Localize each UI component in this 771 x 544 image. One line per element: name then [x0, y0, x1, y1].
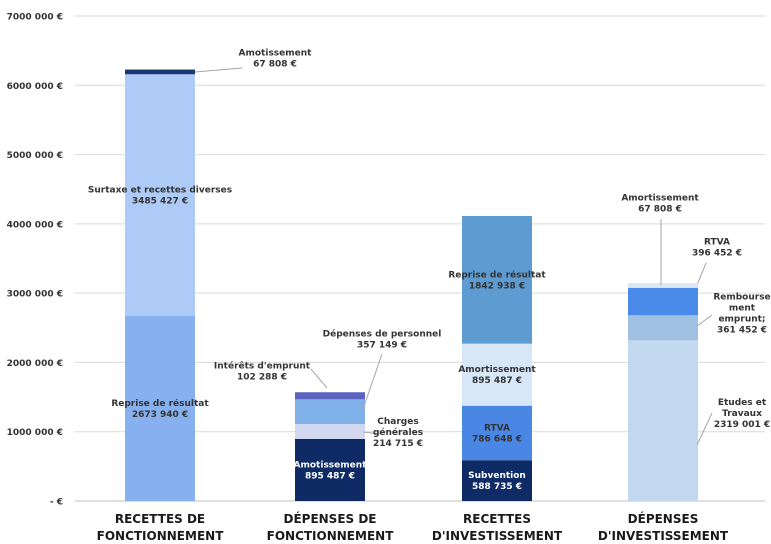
leader-line — [361, 353, 383, 413]
bar-segment-1-3 — [295, 392, 365, 400]
data-label-2-3-line-0: Reprise de résultat — [448, 269, 546, 280]
leader-line — [696, 262, 707, 286]
data-label-2-0-line-1: 588 735 € — [472, 482, 522, 492]
y-tick-label: 2000 000 € — [7, 359, 63, 369]
y-tick-label: 7000 000 € — [7, 13, 63, 23]
data-label-2-2-line-0: Amortissement — [458, 365, 536, 375]
data-label-3-0-line-1: Travaux — [722, 409, 762, 419]
data-label-3-0-line-2: 2319 001 € — [714, 420, 770, 430]
data-label-3-1-line-1: ment — [729, 304, 756, 314]
bar-segment-2-3 — [462, 215, 532, 344]
bar-segment-2-2 — [462, 343, 532, 406]
category-label-1-line-1: FONCTIONNEMENT — [267, 529, 395, 543]
leader-line — [696, 314, 713, 327]
leader-line — [696, 412, 713, 446]
y-tick-label: 1000 000 € — [7, 428, 63, 438]
data-label-3-1-line-2: emprunt; — [718, 315, 765, 325]
category-label-0-line-1: FONCTIONNEMENT — [97, 529, 225, 543]
data-label-0-1-line-0: Surtaxe et recettes diverses — [88, 185, 232, 195]
leader-line — [310, 368, 328, 389]
data-label-1-0-line-1: 895 487 € — [305, 471, 355, 481]
bar-segment-2-0 — [462, 460, 532, 501]
bar-segment-1-0 — [295, 438, 365, 501]
data-label-2-0-line-0: Subvention — [468, 471, 526, 481]
bar-segment-2-1 — [462, 405, 532, 461]
bar-segment-3-3 — [628, 283, 698, 288]
data-label-3-2-line-1: 396 452 € — [692, 249, 742, 259]
data-label-2-3-line-1: 1842 938 € — [469, 281, 525, 291]
data-label-3-3-line-1: 67 808 € — [638, 205, 682, 215]
data-label-0-0-line-0: Reprise de résultat — [111, 398, 209, 409]
category-label-3-line-1: D'INVESTISSEMENT — [598, 529, 729, 543]
data-label-1-2-line-1: 357 149 € — [357, 341, 407, 351]
data-label-3-0-line-0: Etudes et — [718, 398, 767, 408]
data-label-1-1-line-2: 214 715 € — [373, 439, 423, 449]
data-label-2-1-line-0: RTVA — [484, 423, 510, 433]
category-label-3-line-0: DÉPENSES — [628, 511, 699, 526]
y-tick-label: 4000 000 € — [7, 220, 63, 230]
data-label-3-3-line-0: Amortissement — [621, 194, 699, 204]
data-label-3-1-line-3: 361 452 € — [717, 326, 767, 336]
category-label-2-line-0: RECETTES — [463, 512, 531, 526]
leader-line — [194, 67, 243, 73]
bar-segment-3-1 — [628, 315, 698, 341]
bar-segment-0-0 — [125, 315, 195, 501]
category-label-1-line-0: DÉPENSES DE — [283, 511, 376, 526]
data-label-1-1-line-1: générales — [373, 427, 423, 438]
y-tick-label: 3000 000 € — [7, 290, 63, 300]
data-label-1-2-line-0: Dépenses de personnel — [323, 329, 442, 340]
bar-segment-3-0 — [628, 340, 698, 501]
bar-segment-0-2 — [125, 69, 195, 75]
bar-segment-0-1 — [125, 74, 195, 316]
data-label-1-0-line-0: Amotissement — [294, 460, 368, 470]
data-label-0-0-line-1: 2673 940 € — [132, 410, 188, 420]
data-label-2-2-line-1: 895 487 € — [472, 376, 522, 386]
data-label-1-3-line-1: 102 288 € — [237, 373, 287, 383]
leader-line — [362, 431, 381, 435]
y-tick-label: 6000 000 € — [7, 82, 63, 92]
bar-segment-1-2 — [295, 399, 365, 425]
category-label-0-line-0: RECETTES DE — [115, 512, 205, 526]
data-label-0-2-line-0: Amotissement — [239, 49, 313, 59]
data-label-3-1-line-0: Rembourse — [713, 293, 770, 303]
data-label-1-3-line-0: Intérêts d'emprunt — [214, 361, 311, 372]
bar-segment-3-2 — [628, 287, 698, 316]
data-label-1-1-line-0: Charges — [377, 417, 418, 427]
y-tick-label: - € — [50, 498, 63, 508]
data-label-0-2-line-1: 67 808 € — [253, 60, 297, 70]
bar-segment-1-1 — [295, 424, 365, 439]
data-label-3-2-line-0: RTVA — [704, 238, 730, 248]
data-label-0-1-line-1: 3485 427 € — [132, 196, 188, 206]
data-label-2-1-line-1: 786 648 € — [472, 434, 522, 444]
category-label-2-line-1: D'INVESTISSEMENT — [432, 529, 563, 543]
y-tick-label: 5000 000 € — [7, 151, 63, 161]
